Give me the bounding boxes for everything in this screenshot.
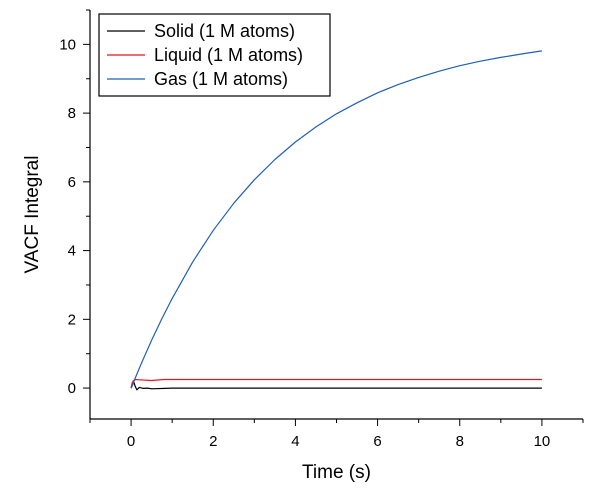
series-line-1	[130, 378, 542, 389]
y-tick-label: 6	[68, 174, 76, 191]
x-tick-label: 6	[373, 433, 381, 450]
axis-ticks: 0 2 4 6 8 10 0 2 4 6 8 10	[59, 9, 584, 450]
x-tick-label: 4	[291, 433, 299, 450]
legend-label: Solid (1 M atoms)	[154, 21, 295, 41]
series-line-0	[130, 380, 542, 391]
y-axis-title: VACF Integral	[22, 156, 43, 274]
x-tick-label: 0	[127, 433, 135, 450]
x-tick-label: 10	[534, 433, 551, 450]
legend: Solid (1 M atoms) Liquid (1 M atoms) Gas (…	[98, 13, 331, 97]
series-layer	[130, 50, 542, 391]
legend-label: Liquid (1 M atoms)	[154, 45, 303, 65]
legend-box	[98, 13, 331, 97]
y-tick-label: 0	[68, 380, 76, 397]
series-line-2	[130, 50, 542, 389]
y-tick-label: 2	[68, 311, 76, 328]
y-tick-label: 8	[68, 105, 76, 122]
x-tick-label: 2	[209, 433, 217, 450]
x-axis-title: Time (s)	[302, 462, 371, 483]
x-tick-label: 8	[456, 433, 464, 450]
y-tick-label: 4	[68, 243, 76, 260]
y-tick-label: 10	[59, 36, 76, 53]
legend-label: Gas (1 M atoms)	[154, 69, 288, 89]
